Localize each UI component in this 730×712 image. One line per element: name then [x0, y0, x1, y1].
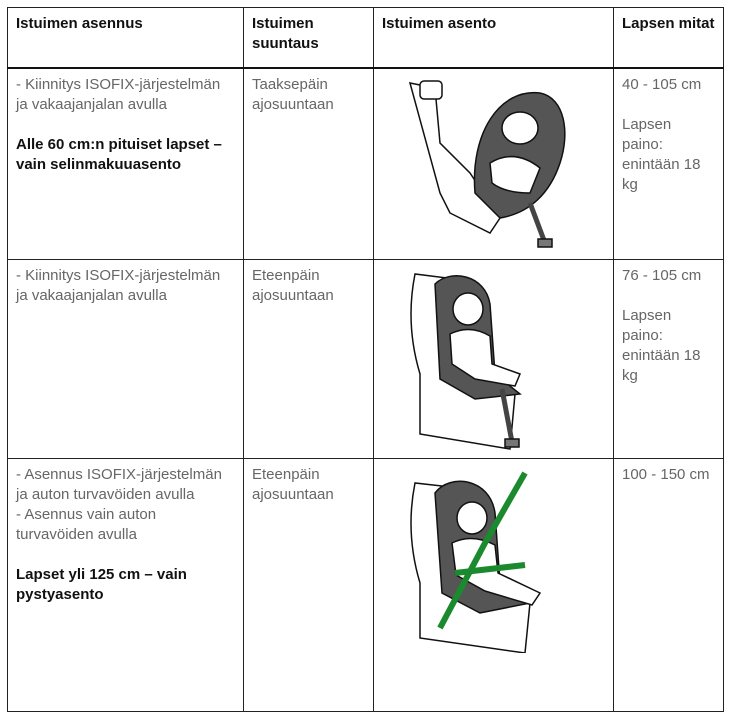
text: - Kiinnitys ISOFIX-järjestelmän ja vakaa…	[16, 266, 221, 304]
header-cell: Istuimen asennus	[7, 7, 244, 69]
direction-cell: Eteenpäin ajosuuntaan	[243, 457, 374, 712]
installation-table: Istuimen asennus Istuimen suuntaus Istui…	[7, 7, 724, 712]
text: Lapsen paino: enintään 18 kg	[622, 116, 701, 193]
text: - Asennus vain auton turvavöiden avulla	[16, 505, 157, 543]
text: Lapsen paino: enintään 18 kg	[622, 306, 701, 384]
size-cell: 40 - 105 cm Lapsen paino: enintään 18 kg	[613, 67, 724, 260]
direction-cell: Eteenpäin ajosuuntaan	[243, 258, 374, 459]
text: 76 - 105 cm	[622, 266, 702, 284]
note: Lapset yli 125 cm – vain pystyasento	[16, 565, 187, 603]
header-cell: Lapsen mitat	[613, 7, 724, 69]
image-cell	[373, 67, 614, 260]
text: - Kiinnitys ISOFIX-järjestelmän ja vakaa…	[16, 76, 221, 113]
booster-illustration	[410, 471, 542, 653]
row: - Asennus ISOFIX-järjestelmän ja auton t…	[7, 457, 724, 712]
text: 40 - 105 cm	[622, 76, 702, 93]
installation-cell: - Kiinnitys ISOFIX-järjestelmän ja vakaa…	[7, 67, 244, 260]
image-cell	[373, 457, 614, 712]
header-cell: Istuimen asento	[373, 7, 614, 69]
image-cell	[373, 258, 614, 459]
installation-cell: - Kiinnitys ISOFIX-järjestelmän ja vakaa…	[7, 258, 244, 459]
text: - Asennus ISOFIX-järjestelmän ja auton t…	[16, 465, 222, 503]
header-cell: Istuimen suuntaus	[243, 7, 374, 69]
row: - Kiinnitys ISOFIX-järjestelmän ja vakaa…	[7, 67, 724, 260]
direction-cell: Taaksepäin ajosuuntaan	[243, 67, 374, 260]
forward-facing-illustration	[410, 272, 522, 450]
header-row: Istuimen asennus Istuimen suuntaus Istui…	[7, 7, 724, 69]
rear-facing-illustration	[408, 80, 566, 248]
text: 100 - 150 cm	[622, 465, 710, 483]
size-cell: 76 - 105 cm Lapsen paino: enintään 18 kg	[613, 258, 724, 459]
installation-cell: - Asennus ISOFIX-järjestelmän ja auton t…	[7, 457, 244, 712]
note: Alle 60 cm:n pituiset lapset – vain seli…	[16, 136, 222, 173]
row: - Kiinnitys ISOFIX-järjestelmän ja vakaa…	[7, 258, 724, 459]
size-cell: 100 - 150 cm	[613, 457, 724, 712]
